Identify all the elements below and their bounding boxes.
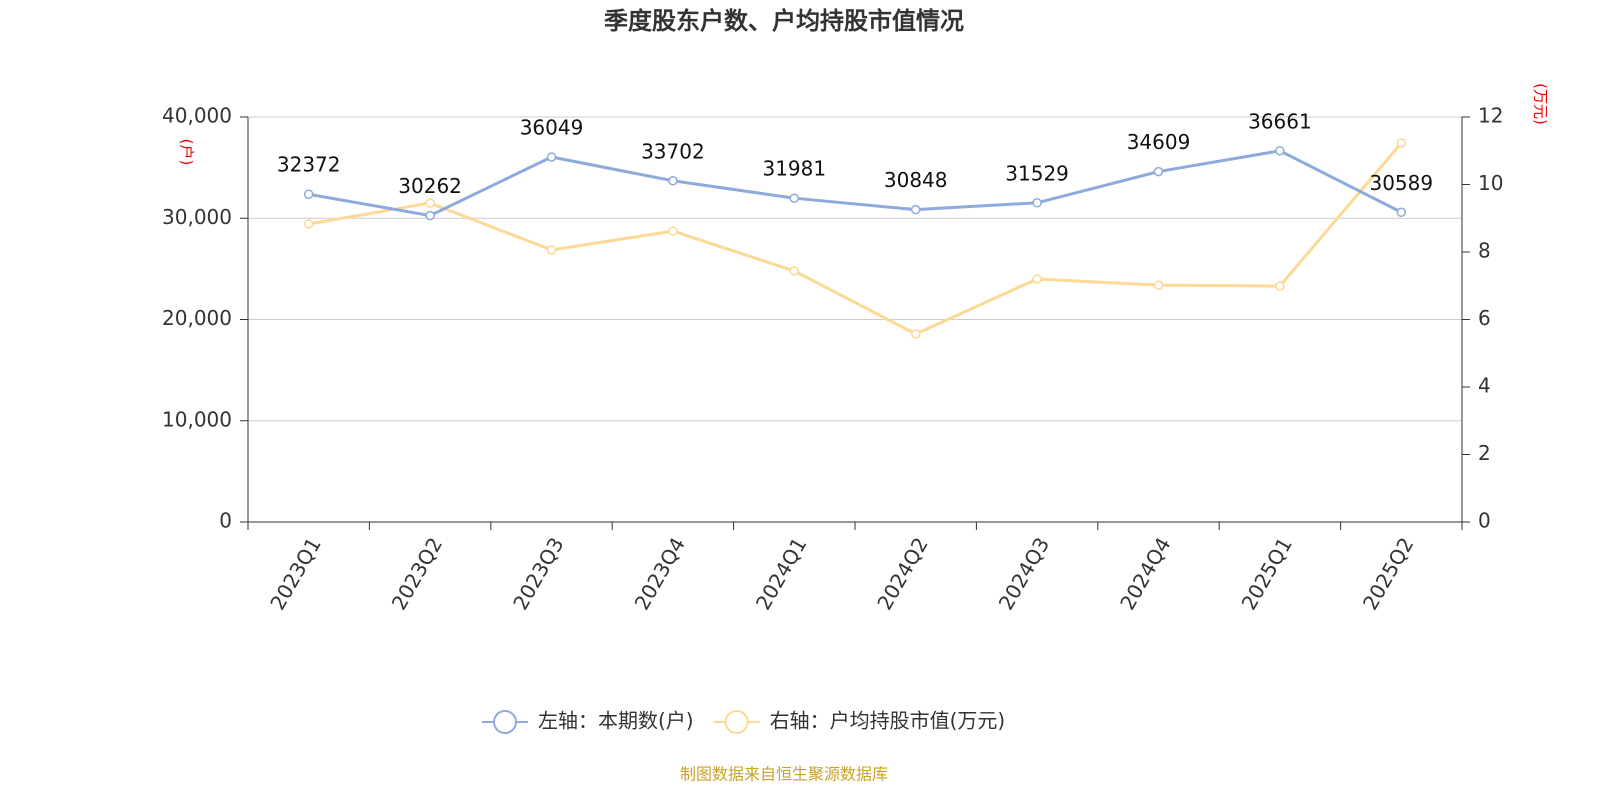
data-label: 36661 xyxy=(1248,109,1312,133)
x-tick-label: 2024Q4 xyxy=(1115,533,1175,614)
y2-tick-label: 4 xyxy=(1478,374,1491,398)
data-label: 32372 xyxy=(277,153,341,177)
y-tick-label: 20,000 xyxy=(162,306,232,330)
point xyxy=(1275,281,1285,291)
data-label: 36049 xyxy=(520,116,584,140)
x-tick-label: 2025Q2 xyxy=(1358,533,1418,614)
point xyxy=(1275,146,1285,156)
data-label: 30589 xyxy=(1369,171,1433,195)
point xyxy=(303,219,314,229)
x-tick-label: 2023Q2 xyxy=(387,533,447,614)
point xyxy=(910,204,921,215)
x-tick-label: 2023Q4 xyxy=(630,533,690,614)
y2-tick-label: 6 xyxy=(1478,306,1491,330)
data-label: 30262 xyxy=(398,174,462,198)
point xyxy=(789,193,800,203)
legend-label: 左轴：本期数(户) xyxy=(538,709,694,733)
y-tick-label: 30,000 xyxy=(162,205,232,229)
point xyxy=(789,266,800,276)
point xyxy=(910,329,921,339)
x-tick-label: 2024Q2 xyxy=(872,533,932,614)
y-tick-label: 40,000 xyxy=(162,104,232,128)
point xyxy=(1032,198,1042,208)
data-label: 33702 xyxy=(641,139,705,163)
point xyxy=(1396,207,1407,218)
x-tick-label: 2024Q3 xyxy=(994,533,1054,614)
y2-tick-label: 0 xyxy=(1478,509,1491,533)
legend-marker xyxy=(724,710,749,734)
point xyxy=(1153,166,1164,177)
point xyxy=(425,210,435,221)
y2-tick-label: 2 xyxy=(1478,441,1491,465)
series-line xyxy=(308,149,1402,218)
x-tick-label: 2023Q3 xyxy=(508,533,568,614)
y2-tick-label: 10 xyxy=(1478,171,1503,195)
source-note: 制图数据来自恒生聚源数据库 xyxy=(680,765,888,784)
y2-tick-label: 8 xyxy=(1478,239,1491,263)
data-label: 31529 xyxy=(1005,161,1069,185)
point xyxy=(303,189,314,199)
point xyxy=(668,176,678,186)
y-tick-label: 10,000 xyxy=(162,407,232,431)
chart-title: 季度股东户数、户均持股市值情况 xyxy=(604,7,964,35)
point xyxy=(425,198,435,208)
y2-axis-label: (万元) xyxy=(1532,83,1550,125)
point xyxy=(1153,280,1164,290)
point xyxy=(1032,274,1042,284)
x-tick-label: 2023Q1 xyxy=(265,533,325,614)
y-axis-label: (户) xyxy=(178,139,196,166)
data-label: 31981 xyxy=(762,157,826,181)
point xyxy=(546,152,557,162)
y-tick-label: 0 xyxy=(219,509,232,533)
legend-marker xyxy=(493,710,517,734)
x-tick-label: 2025Q1 xyxy=(1237,533,1297,614)
data-label: 34609 xyxy=(1127,130,1191,154)
legend-label: 右轴：户均持股市值(万元) xyxy=(770,709,1006,733)
y2-tick-label: 12 xyxy=(1478,104,1503,128)
point xyxy=(546,245,557,255)
series-line xyxy=(308,142,1403,336)
x-tick-label: 2024Q1 xyxy=(751,533,811,614)
point xyxy=(668,226,678,236)
data-label: 30848 xyxy=(884,168,948,192)
point xyxy=(1396,138,1407,148)
